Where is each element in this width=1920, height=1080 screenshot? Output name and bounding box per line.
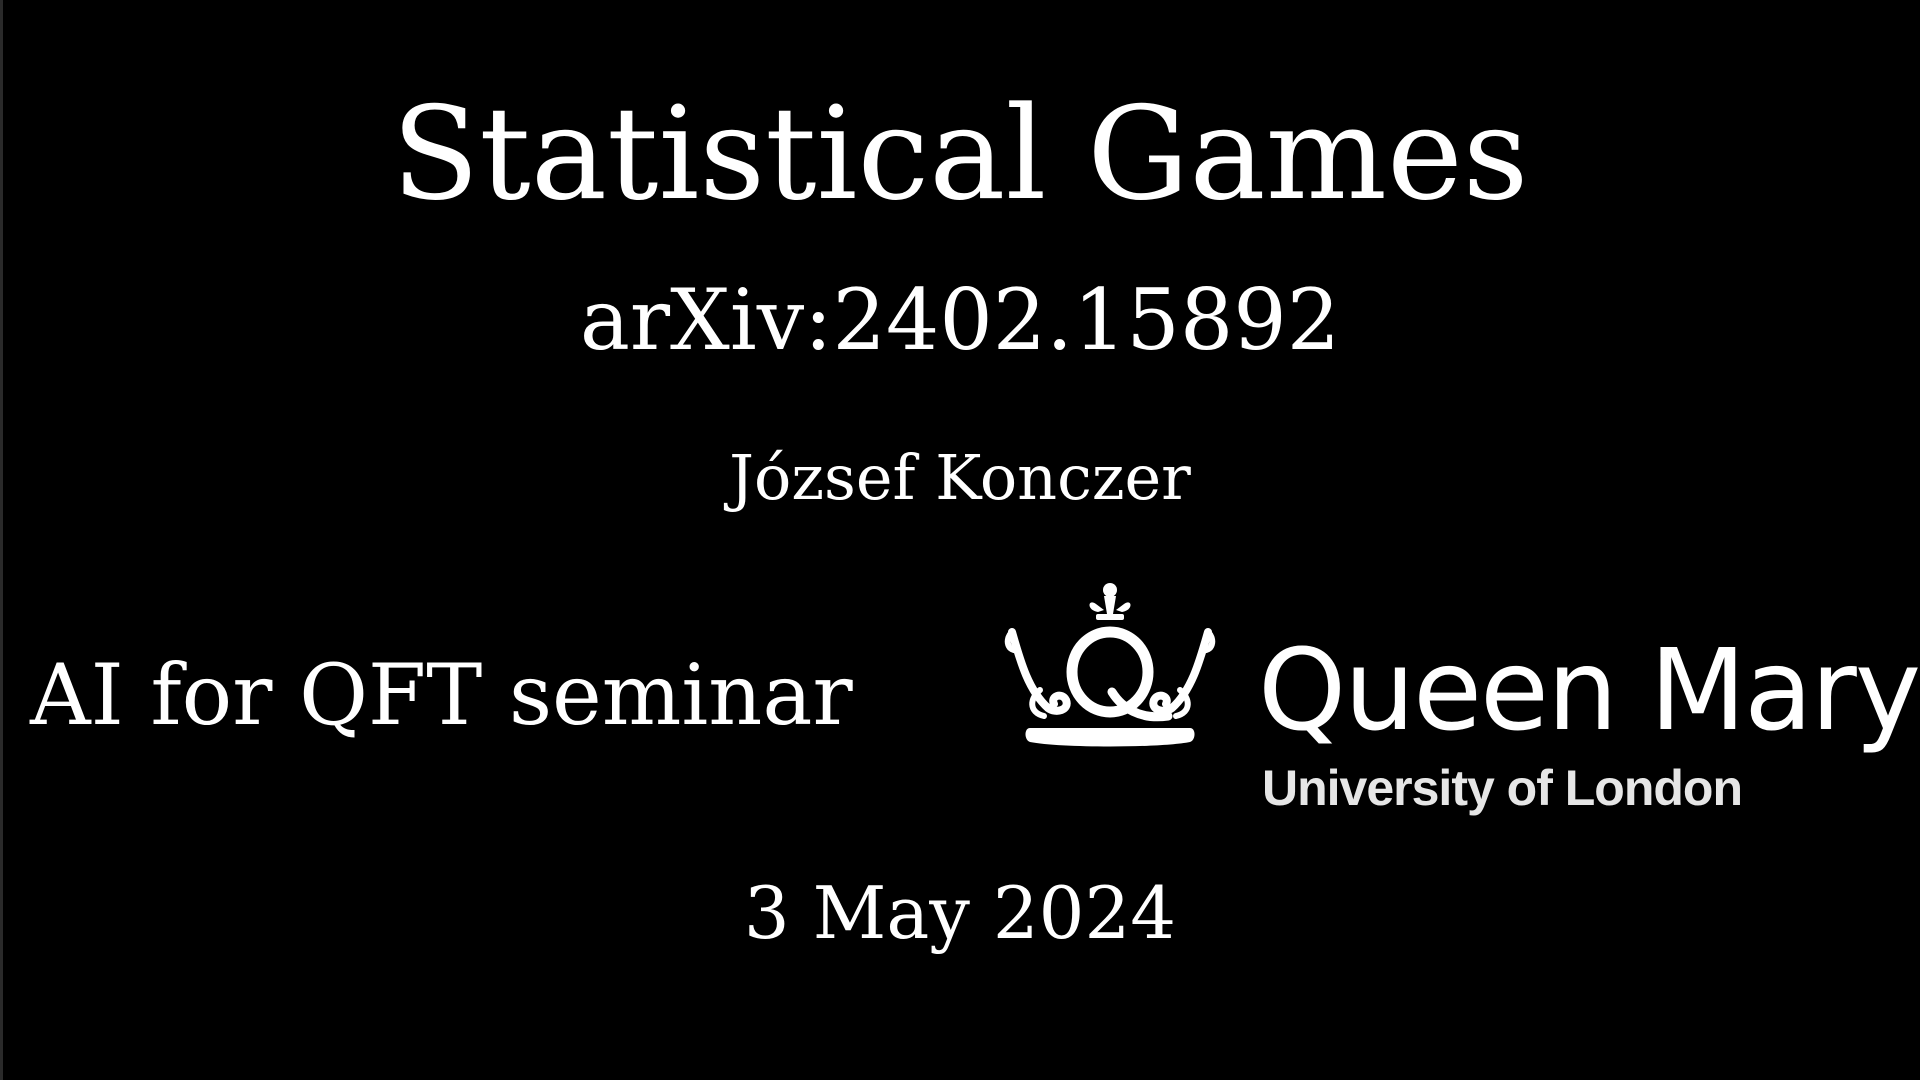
logo-subtitle: University of London [1262, 760, 1743, 816]
university-logo: Queen Mary University of London [1000, 580, 1920, 820]
author-name: József Konczer [729, 441, 1191, 514]
crown-q-icon [1004, 583, 1216, 747]
logo-name: Queen Mary [1258, 626, 1920, 756]
seminar-name: AI for QFT seminar [30, 646, 853, 744]
seminar-date: 3 May 2024 [743, 871, 1177, 955]
slide-border [0, 0, 3, 1080]
arxiv-identifier: arXiv:2402.15892 [579, 271, 1341, 369]
slide-title: Statistical Games [391, 80, 1529, 229]
